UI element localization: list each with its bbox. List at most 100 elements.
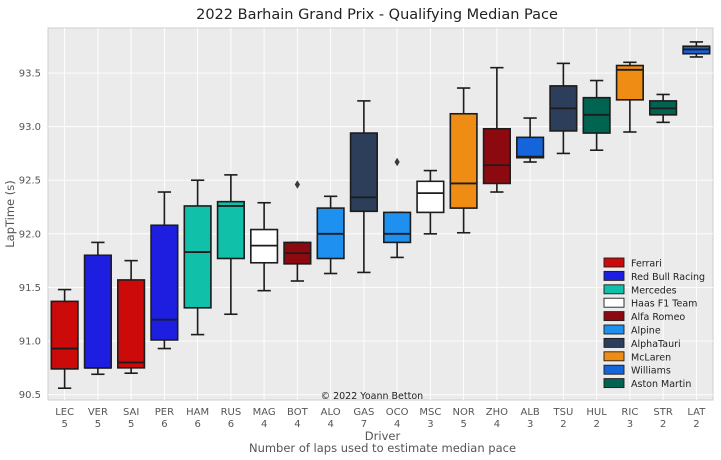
legend-label: Ferrari	[631, 259, 662, 270]
box-ham	[183, 179, 212, 336]
x-tick-laps: 6	[228, 419, 234, 430]
x-tick-laps: 3	[527, 419, 533, 430]
box-alo	[316, 195, 345, 275]
box-iqr	[83, 254, 112, 369]
legend: Ferrari Red Bull Racing Mercedes Haas F1 Te…	[603, 257, 705, 390]
box-zho	[482, 66, 511, 193]
x-tick-laps: 3	[427, 419, 433, 430]
x-tick-driver: GAS	[353, 407, 374, 418]
legend-swatch	[603, 297, 625, 308]
x-tick-laps: 4	[261, 419, 267, 430]
legend-label: Alpine	[631, 326, 661, 337]
legend-swatch	[603, 284, 625, 295]
legend-label: Williams	[631, 366, 671, 377]
y-tick-label: 92.0	[19, 229, 41, 240]
box-oco	[383, 157, 412, 259]
x-axis-sublabel: Number of laps used to estimate median p…	[249, 441, 516, 455]
x-tick-driver: PER	[155, 407, 174, 418]
x-tick-driver: ZHO	[486, 407, 508, 418]
box-sai	[117, 259, 146, 374]
x-tick-laps: 2	[693, 419, 699, 430]
x-axis-label: Driver	[365, 429, 401, 443]
x-tick-laps: 4	[294, 419, 300, 430]
box-lat	[682, 41, 711, 58]
x-tick-driver: MAG	[253, 407, 276, 418]
x-tick-driver: VER	[88, 407, 108, 418]
x-tick-driver: TSU	[552, 407, 573, 418]
y-axis-ticks: 90.5 91.0 91.5 92.0 92.5 93.0 93.5	[19, 69, 41, 402]
x-tick-driver: MSC	[419, 407, 441, 418]
x-tick-driver: NOR	[452, 407, 474, 418]
x-tick-driver: RUS	[221, 407, 242, 418]
x-tick-driver: ALO	[321, 407, 341, 418]
x-tick-laps: 4	[327, 419, 333, 430]
x-tick-driver: RIC	[621, 407, 638, 418]
legend-label: McLaren	[631, 352, 671, 363]
x-tick-laps: 5	[128, 419, 134, 430]
box-iqr	[416, 180, 445, 214]
legend-swatch	[603, 351, 625, 362]
legend-label: Aston Martin	[631, 379, 691, 390]
box-gas	[349, 100, 378, 274]
legend-swatch	[603, 378, 625, 389]
x-tick-driver: SAI	[123, 407, 139, 418]
box-iqr	[516, 136, 545, 159]
x-tick-laps: 6	[194, 419, 200, 430]
box-iqr	[383, 211, 412, 244]
legend-item-aston-martin: Aston Martin	[603, 378, 691, 390]
box-iqr	[449, 112, 478, 209]
box-mag	[250, 201, 279, 292]
x-tick-driver: STR	[653, 407, 672, 418]
box-msc	[416, 169, 445, 235]
x-tick-laps: 5	[61, 419, 67, 430]
box-hul	[582, 79, 611, 152]
box-lec	[50, 288, 79, 390]
x-tick-laps: 4	[494, 419, 500, 430]
box-iqr	[50, 300, 79, 370]
box-iqr	[117, 279, 146, 369]
x-tick-driver: BOT	[287, 407, 309, 418]
x-tick-laps: 7	[361, 419, 367, 430]
legend-item-mercedes: Mercedes	[603, 284, 677, 296]
x-tick-driver: ALB	[520, 407, 539, 418]
box-iqr	[615, 64, 644, 101]
x-tick-laps: 5	[95, 419, 101, 430]
legend-label: Alfa Romeo	[631, 312, 685, 323]
legend-item-mclaren: McLaren	[603, 351, 671, 363]
x-tick-laps: 6	[161, 419, 167, 430]
legend-swatch	[603, 324, 625, 335]
legend-swatch	[603, 257, 625, 268]
legend-swatch	[603, 364, 625, 375]
box-ver	[83, 241, 112, 376]
x-tick-laps: 2	[560, 419, 566, 430]
box-iqr	[150, 224, 179, 341]
y-tick-label: 93.5	[19, 69, 41, 80]
box-tsu	[549, 62, 578, 155]
y-tick-label: 91.0	[19, 337, 41, 348]
legend-label: AlphaTauri	[631, 339, 681, 350]
x-tick-driver: HAM	[186, 407, 209, 418]
x-tick-laps: 2	[660, 419, 666, 430]
box-iqr	[482, 127, 511, 185]
box-rus	[216, 174, 245, 316]
legend-item-ferrari: Ferrari	[603, 257, 662, 270]
legend-item-alpine: Alpine	[603, 324, 661, 337]
copyright-credit: © 2022 Yoann Betton	[321, 391, 424, 402]
box-str	[649, 93, 678, 124]
y-tick-label: 91.5	[19, 283, 41, 294]
box-iqr	[349, 132, 378, 213]
y-tick-label: 93.0	[19, 122, 41, 133]
y-tick-label: 92.5	[19, 176, 41, 187]
chart-title: 2022 Barhain Grand Prix - Qualifying Med…	[196, 7, 558, 23]
x-tick-laps: 3	[627, 419, 633, 430]
box-iqr	[183, 205, 212, 309]
box-series	[50, 41, 711, 390]
box-per	[150, 191, 179, 350]
outlier-point	[394, 157, 400, 167]
x-tick-driver: HUL	[586, 407, 607, 418]
y-tick-label: 90.5	[19, 390, 41, 401]
legend-item-haas-f1-team: Haas F1 Team	[603, 297, 697, 310]
legend-item-alphatauri: AlphaTauri	[603, 337, 681, 350]
x-axis-ticks: LEC5VER5SAI5PER6HAM6RUS6MAG4BOT4ALO4GAS7…	[55, 407, 706, 430]
